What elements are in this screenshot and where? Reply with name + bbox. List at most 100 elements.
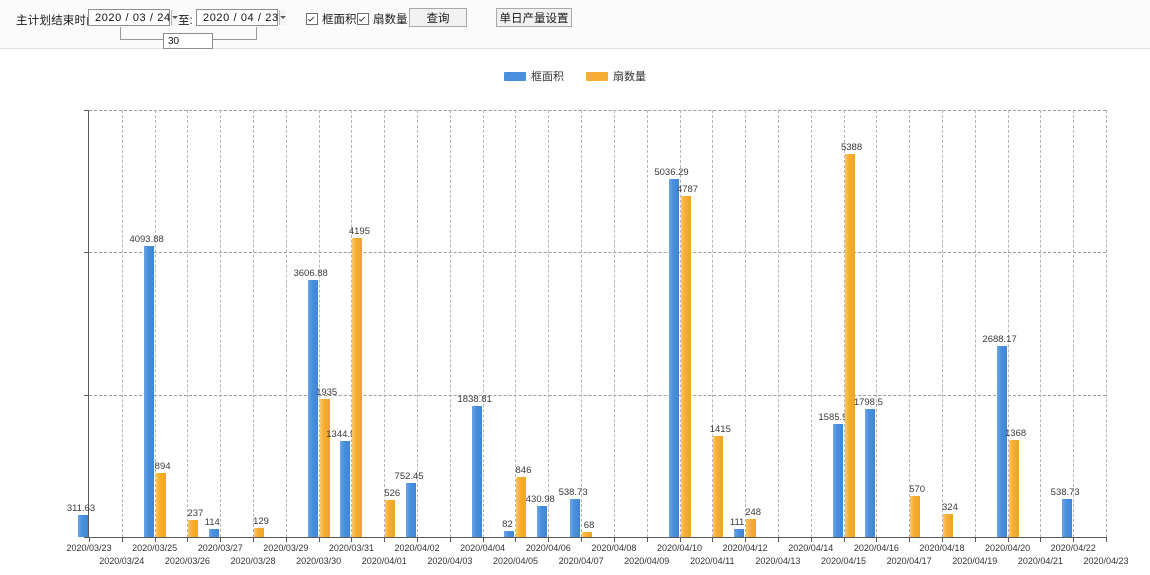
filter-toolbar: 主计划结束时间: 2020 / 03 / 24 至: 2020 / 04 / 2… bbox=[0, 0, 1150, 49]
plan-end-time-label: 主计划结束时间: bbox=[16, 15, 102, 27]
bar-框面积-2020/03/27[interactable] bbox=[209, 528, 220, 537]
x-gridline bbox=[810, 110, 812, 537]
y-tick-mark bbox=[84, 110, 89, 111]
bar-扇数量-2020/03/25[interactable] bbox=[155, 473, 166, 537]
bar-框面积-2020/04/05[interactable] bbox=[504, 531, 515, 537]
x-tick-label: 2020/03/30 bbox=[296, 556, 342, 566]
x-tick-mark bbox=[777, 537, 779, 542]
date-from-picker[interactable]: 2020 / 03 / 24 bbox=[88, 9, 178, 26]
x-tick-label: 2020/04/20 bbox=[985, 543, 1031, 553]
y-gridline bbox=[89, 252, 1106, 254]
x-tick-label: 2020/04/09 bbox=[624, 556, 670, 566]
bar-框面积-2020/04/16[interactable] bbox=[865, 409, 876, 537]
checkbox-frame-area-box[interactable] bbox=[306, 13, 318, 25]
x-tick-mark bbox=[187, 537, 189, 542]
legend-label-frame-area: 框面积 bbox=[531, 71, 564, 83]
bar-value-label: 1344.95 bbox=[326, 429, 361, 441]
bar-扇数量-2020/04/18[interactable] bbox=[942, 513, 953, 537]
bar-value-label: 5036.29 bbox=[654, 166, 689, 178]
bar-扇数量-2020/04/20[interactable] bbox=[1008, 439, 1019, 537]
checkbox-sash-count[interactable]: 扇数量 bbox=[357, 11, 408, 27]
x-gridline bbox=[121, 110, 123, 537]
x-tick-label: 2020/03/26 bbox=[164, 556, 210, 566]
x-tick-mark bbox=[1073, 537, 1075, 542]
date-to-dropdown-icon[interactable] bbox=[278, 10, 286, 25]
x-tick-label: 2020/03/27 bbox=[197, 543, 243, 553]
x-tick-label: 2020/04/11 bbox=[690, 556, 735, 566]
x-tick-mark bbox=[810, 537, 812, 542]
bar-扇数量-2020/04/17[interactable] bbox=[910, 496, 921, 537]
bar-扇数量-2020/04/10[interactable] bbox=[680, 196, 691, 537]
x-tick-mark bbox=[974, 537, 976, 542]
x-tick-mark bbox=[843, 537, 845, 542]
legend-label-sash-count: 扇数量 bbox=[613, 71, 646, 83]
x-tick-mark bbox=[1007, 537, 1009, 542]
bar-扇数量-2020/03/28[interactable] bbox=[254, 527, 265, 537]
bar-value-label: 1935 bbox=[316, 387, 338, 399]
date-to-picker[interactable]: 2020 / 04 / 23 bbox=[196, 9, 286, 26]
bar-value-label: 538.73 bbox=[1050, 486, 1080, 498]
x-tick-label: 2020/03/25 bbox=[132, 543, 178, 553]
bar-扇数量-2020/03/31[interactable] bbox=[352, 238, 363, 537]
bar-value-label: 4093.88 bbox=[129, 233, 164, 245]
x-tick-mark bbox=[220, 537, 222, 542]
x-gridline bbox=[187, 110, 189, 537]
x-tick-mark bbox=[318, 537, 320, 542]
bar-扇数量-2020/04/01[interactable] bbox=[385, 499, 396, 537]
bar-value-label: 4195 bbox=[348, 226, 371, 238]
x-tick-mark bbox=[1106, 537, 1107, 542]
bar-扇数量-2020/03/30[interactable] bbox=[319, 399, 330, 537]
bar-扇数量-2020/04/12[interactable] bbox=[746, 519, 757, 537]
bar-框面积-2020/04/02[interactable] bbox=[406, 483, 417, 537]
bar-扇数量-2020/04/07[interactable] bbox=[582, 532, 593, 537]
bar-框面积-2020/04/22[interactable] bbox=[1062, 498, 1073, 537]
x-tick-label: 2020/04/10 bbox=[656, 543, 703, 553]
x-tick-mark bbox=[941, 537, 943, 542]
bar-框面积-2020/03/23[interactable] bbox=[78, 514, 88, 537]
bar-框面积-2020/04/10[interactable] bbox=[668, 178, 679, 537]
days-span-input[interactable]: 30 bbox=[163, 33, 213, 49]
bar-扇数量-2020/04/05[interactable] bbox=[516, 476, 527, 537]
bar-value-label: 1585.96 bbox=[818, 412, 853, 424]
bar-扇数量-2020/04/15[interactable] bbox=[844, 153, 855, 537]
x-gridline bbox=[1007, 110, 1009, 537]
bar-框面积-2020/04/06[interactable] bbox=[537, 506, 548, 537]
legend-item-frame-area[interactable]: 框面积 bbox=[504, 68, 564, 84]
checkbox-sash-count-box[interactable] bbox=[357, 13, 369, 25]
x-tick-mark bbox=[679, 537, 681, 542]
x-gridline bbox=[1040, 110, 1042, 537]
bar-value-label: 324 bbox=[942, 501, 958, 513]
bar-扇数量-2020/04/11[interactable] bbox=[713, 436, 724, 537]
daily-output-setting-button[interactable]: 单日产量设置 bbox=[496, 8, 572, 27]
x-gridline bbox=[220, 110, 222, 537]
query-button[interactable]: 查询 bbox=[409, 8, 467, 27]
bar-扇数量-2020/03/26[interactable] bbox=[188, 520, 199, 537]
bar-框面积-2020/04/15[interactable] bbox=[832, 424, 843, 537]
date-from-dropdown-icon[interactable] bbox=[170, 10, 178, 25]
bar-chart-plot-area: 02000400060002020/03/23311.632020/03/242… bbox=[66, 110, 1129, 566]
bar-value-label: 526 bbox=[384, 487, 401, 499]
bar-框面积-2020/03/30[interactable] bbox=[307, 280, 318, 537]
x-tick-label: 2020/03/31 bbox=[328, 543, 374, 553]
bar-value-label: 114 bbox=[204, 516, 220, 528]
bar-框面积-2020/04/12[interactable] bbox=[734, 529, 745, 537]
bar-框面积-2020/04/04[interactable] bbox=[471, 406, 482, 537]
x-gridline bbox=[285, 110, 287, 537]
bar-框面积-2020/03/25[interactable] bbox=[143, 245, 154, 537]
x-gridline bbox=[1106, 110, 1107, 537]
x-tick-mark bbox=[745, 537, 747, 542]
checkbox-frame-area[interactable]: 框面积 bbox=[306, 11, 357, 27]
x-tick-mark bbox=[351, 537, 353, 542]
bar-value-label: 538.73 bbox=[558, 486, 588, 498]
bar-框面积-2020/04/07[interactable] bbox=[570, 498, 581, 537]
bar-框面积-2020/03/31[interactable] bbox=[340, 441, 351, 537]
x-tick-mark bbox=[548, 537, 550, 542]
bar-框面积-2020/04/20[interactable] bbox=[996, 345, 1007, 537]
x-tick-label: 2020/03/28 bbox=[230, 556, 276, 566]
x-tick-label: 2020/04/12 bbox=[722, 543, 768, 553]
y-gridline bbox=[89, 394, 1106, 396]
x-tick-label: 2020/04/15 bbox=[821, 556, 867, 566]
legend-item-sash-count[interactable]: 扇数量 bbox=[586, 68, 646, 84]
x-gridline bbox=[941, 110, 943, 537]
x-tick-label: 2020/04/05 bbox=[492, 556, 538, 566]
